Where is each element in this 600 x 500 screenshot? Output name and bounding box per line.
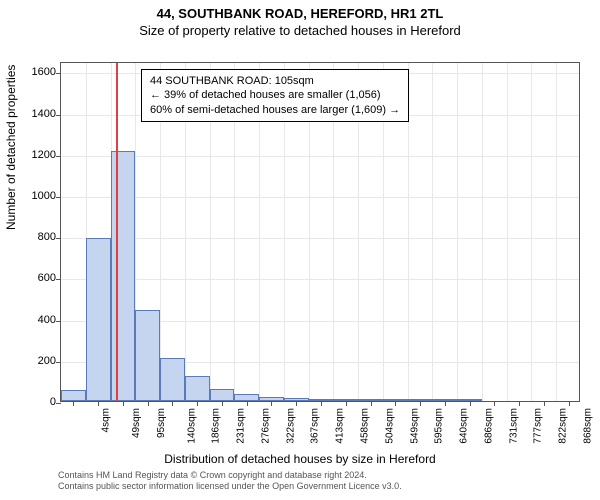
plot-area: 44 SOUTHBANK ROAD: 105sqm ← 39% of detac… (60, 62, 580, 402)
x-tick-label: 186sqm (211, 408, 222, 444)
info-line-1: 44 SOUTHBANK ROAD: 105sqm (150, 74, 400, 88)
x-tick-label: 413sqm (335, 408, 346, 444)
y-tick-label: 600 (16, 272, 56, 284)
footer-line-2: Contains public sector information licen… (58, 481, 402, 492)
x-tick-mark (420, 401, 421, 406)
x-tick-mark (494, 401, 495, 406)
y-tick-mark (56, 197, 61, 198)
bar (61, 390, 86, 401)
y-tick-mark (56, 403, 61, 404)
x-tick-mark (519, 401, 520, 406)
footer: Contains HM Land Registry data © Crown c… (58, 470, 402, 492)
x-tick-mark (197, 401, 198, 406)
x-tick-mark (371, 401, 372, 406)
bar (160, 358, 185, 401)
gridline-v (457, 63, 458, 401)
gridline-h (61, 197, 579, 198)
bar (86, 238, 111, 401)
y-tick-label: 1200 (16, 149, 56, 161)
y-tick-mark (56, 279, 61, 280)
y-tick-label: 1000 (16, 190, 56, 202)
gridline-v (482, 63, 483, 401)
x-tick-mark (296, 401, 297, 406)
y-tick-mark (56, 115, 61, 116)
info-line-3: 60% of semi-detached houses are larger (… (150, 103, 400, 117)
bar (185, 376, 210, 401)
x-tick-label: 458sqm (360, 408, 371, 444)
x-axis-label: Distribution of detached houses by size … (0, 452, 600, 466)
y-tick-label: 400 (16, 314, 56, 326)
x-tick-label: 140sqm (186, 408, 197, 444)
y-tick-mark (56, 321, 61, 322)
gridline-v (556, 63, 557, 401)
gridline-h (61, 238, 579, 239)
x-tick-label: 367sqm (310, 408, 321, 444)
y-tick-mark (56, 362, 61, 363)
x-tick-mark (247, 401, 248, 406)
x-tick-mark (73, 401, 74, 406)
gridline-v (531, 63, 532, 401)
info-box: 44 SOUTHBANK ROAD: 105sqm ← 39% of detac… (141, 69, 409, 122)
x-tick-label: 49sqm (131, 408, 142, 438)
chart-title: 44, SOUTHBANK ROAD, HEREFORD, HR1 2TL (0, 0, 600, 21)
chart-subtitle: Size of property relative to detached ho… (0, 21, 600, 38)
x-tick-label: 686sqm (483, 408, 494, 444)
y-tick-label: 0 (16, 396, 56, 408)
bar (210, 389, 235, 401)
x-tick-label: 595sqm (434, 408, 445, 444)
x-tick-label: 504sqm (384, 408, 395, 444)
y-axis-label: Number of detached properties (4, 65, 18, 230)
gridline-v (507, 63, 508, 401)
x-tick-label: 731sqm (508, 408, 519, 444)
y-tick-label: 1600 (16, 66, 56, 78)
x-tick-label: 276sqm (261, 408, 272, 444)
info-line-2: ← 39% of detached houses are smaller (1,… (150, 88, 400, 102)
x-tick-mark (123, 401, 124, 406)
chart-container: { "title": "44, SOUTHBANK ROAD, HEREFORD… (0, 0, 600, 500)
y-tick-label: 1400 (16, 108, 56, 120)
x-tick-mark (346, 401, 347, 406)
x-tick-mark (172, 401, 173, 406)
x-tick-label: 868sqm (582, 408, 593, 444)
bar (111, 151, 136, 401)
x-tick-mark (148, 401, 149, 406)
x-tick-label: 822sqm (558, 408, 569, 444)
x-tick-mark (445, 401, 446, 406)
y-tick-mark (56, 73, 61, 74)
x-tick-mark (395, 401, 396, 406)
property-marker-line (116, 63, 118, 401)
gridline-h (61, 156, 579, 157)
y-tick-mark (56, 156, 61, 157)
x-tick-label: 640sqm (459, 408, 470, 444)
bar (135, 310, 160, 401)
x-tick-mark (321, 401, 322, 406)
x-tick-mark (271, 401, 272, 406)
x-tick-mark (222, 401, 223, 406)
x-tick-mark (470, 401, 471, 406)
footer-line-1: Contains HM Land Registry data © Crown c… (58, 470, 402, 481)
y-tick-label: 800 (16, 231, 56, 243)
x-tick-label: 95sqm (156, 408, 167, 438)
x-tick-label: 231sqm (236, 408, 247, 444)
x-tick-label: 4sqm (101, 408, 112, 432)
bar (234, 394, 259, 401)
gridline-v (432, 63, 433, 401)
x-tick-mark (569, 401, 570, 406)
gridline-h (61, 279, 579, 280)
x-tick-mark (98, 401, 99, 406)
x-tick-mark (544, 401, 545, 406)
x-tick-label: 549sqm (409, 408, 420, 444)
x-tick-label: 777sqm (533, 408, 544, 444)
y-tick-label: 200 (16, 355, 56, 367)
y-tick-mark (56, 238, 61, 239)
x-tick-label: 322sqm (285, 408, 296, 444)
